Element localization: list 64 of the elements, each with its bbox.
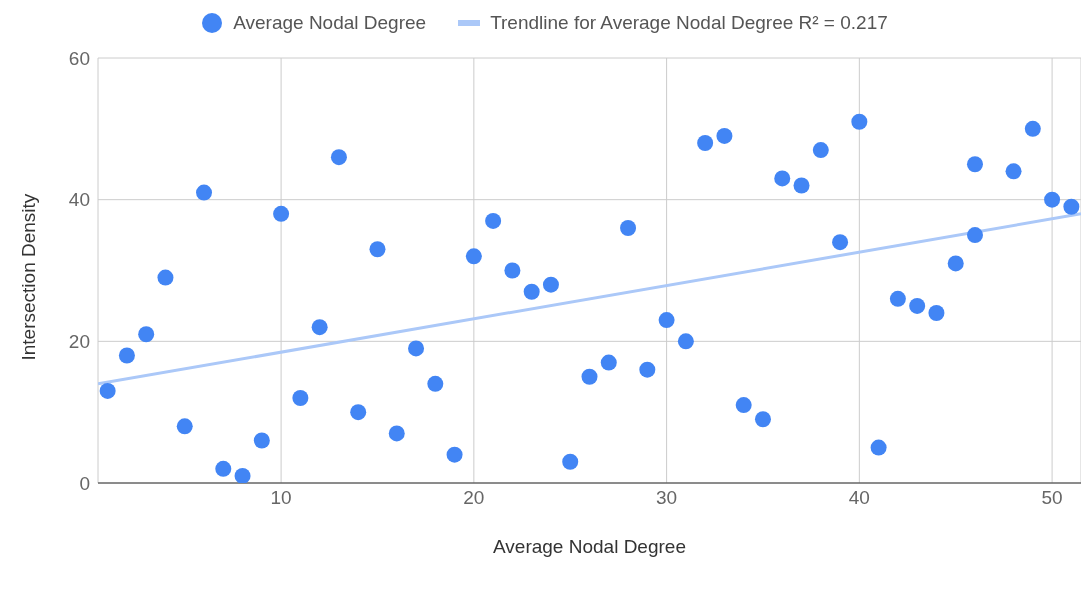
x-tick-label: 30 — [656, 487, 678, 509]
point — [947, 255, 964, 272]
point — [427, 375, 444, 392]
point — [542, 276, 559, 293]
point — [832, 234, 849, 251]
y-axis-title: Intersection Density — [17, 193, 39, 361]
point — [330, 149, 347, 166]
point — [620, 220, 637, 236]
x-tick-label: 50 — [1041, 487, 1063, 509]
point — [562, 453, 579, 470]
point — [446, 446, 463, 463]
point — [928, 305, 945, 321]
point — [639, 361, 656, 378]
point — [600, 354, 617, 371]
point — [99, 382, 116, 399]
point — [774, 170, 791, 187]
point — [292, 390, 309, 406]
point — [889, 290, 906, 307]
point — [581, 368, 598, 385]
point — [176, 418, 193, 435]
point — [215, 460, 232, 477]
point — [118, 347, 135, 364]
point — [504, 262, 521, 279]
point — [196, 184, 213, 201]
point — [408, 340, 425, 357]
x-tick-label: 20 — [463, 487, 485, 509]
y-tick-label: 40 — [68, 189, 90, 211]
x-tick-label: 10 — [270, 487, 292, 509]
point — [465, 248, 482, 265]
x-tick-label: 40 — [848, 487, 870, 509]
point — [966, 227, 983, 244]
point — [485, 212, 502, 229]
x-axis-title: Average Nodal Degree — [493, 536, 686, 557]
legend-label: Average Nodal Degree — [233, 12, 427, 34]
point — [754, 411, 771, 428]
point — [388, 425, 405, 442]
point — [812, 142, 829, 159]
point — [793, 177, 810, 194]
point — [523, 283, 540, 300]
point — [253, 432, 270, 449]
point — [350, 404, 367, 421]
point — [677, 333, 694, 350]
legend-label: Trendline for Average Nodal Degree R² = 0.217 — [490, 12, 888, 34]
y-tick-label: 60 — [68, 47, 90, 69]
y-tick-label: 20 — [68, 331, 90, 353]
point — [716, 127, 733, 144]
point — [1063, 198, 1080, 215]
point — [697, 135, 714, 151]
point — [234, 467, 251, 483]
point — [1005, 163, 1022, 180]
point — [658, 312, 675, 329]
point — [138, 326, 155, 343]
y-tick-label: 0 — [79, 472, 90, 494]
point — [909, 297, 926, 314]
point — [311, 319, 328, 336]
point — [1044, 191, 1061, 208]
point — [870, 439, 887, 456]
point — [851, 113, 868, 130]
point — [1024, 120, 1041, 137]
point — [966, 156, 983, 173]
point — [273, 205, 290, 222]
point — [157, 269, 174, 286]
point — [369, 241, 386, 258]
point — [735, 397, 752, 414]
